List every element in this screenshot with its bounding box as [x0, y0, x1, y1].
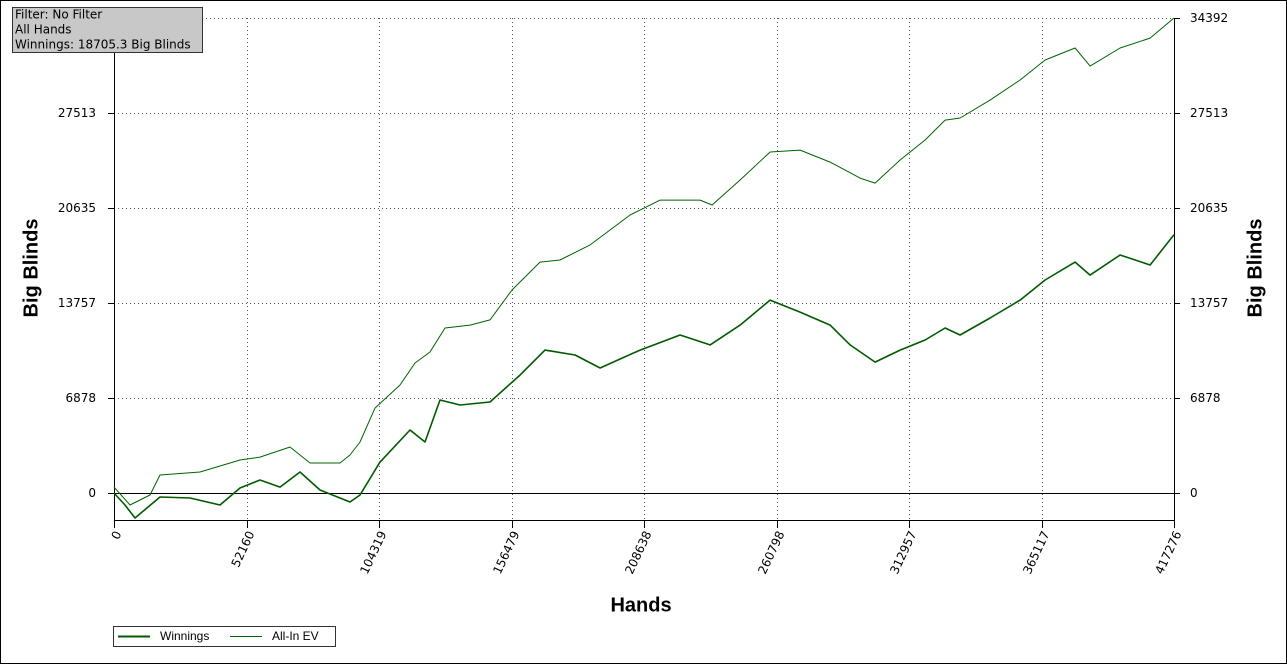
legend-box — [113, 626, 336, 647]
y2-axis-title: Big Blinds — [1244, 219, 1266, 318]
y-axis-title: Big Blinds — [20, 219, 42, 318]
series-line — [113, 234, 1175, 519]
info-line: Filter: No Filter — [15, 8, 102, 22]
y2-tick-label: 6878 — [1190, 391, 1221, 405]
legend: Winnings All-In EV — [113, 626, 336, 647]
legend-label: All-In EV — [272, 629, 319, 643]
y-tick-label: 0 — [88, 486, 96, 500]
info-line: Winnings: 18705.3 Big Blinds — [15, 38, 191, 52]
y-tick-label: 6878 — [65, 391, 96, 405]
series-line — [113, 17, 1175, 506]
y2-tick-label: 13757 — [1190, 296, 1228, 310]
y2-tick-label: 27513 — [1190, 106, 1228, 120]
y-tick-label: 27513 — [58, 106, 96, 120]
legend-label: Winnings — [160, 629, 209, 643]
y2-tick-label: 34392 — [1190, 11, 1228, 25]
y2-tick-label: 20635 — [1190, 201, 1228, 215]
y-tick-label: 13757 — [58, 296, 96, 310]
info-box: Filter: No Filter All Hands Winnings: 18… — [12, 7, 203, 53]
y2-tick-label: 0 — [1190, 486, 1198, 500]
info-box-background — [12, 7, 203, 53]
y-tick-label: 20635 — [58, 201, 96, 215]
x-axis-title: Hands — [610, 594, 671, 616]
info-line: All Hands — [15, 23, 72, 37]
